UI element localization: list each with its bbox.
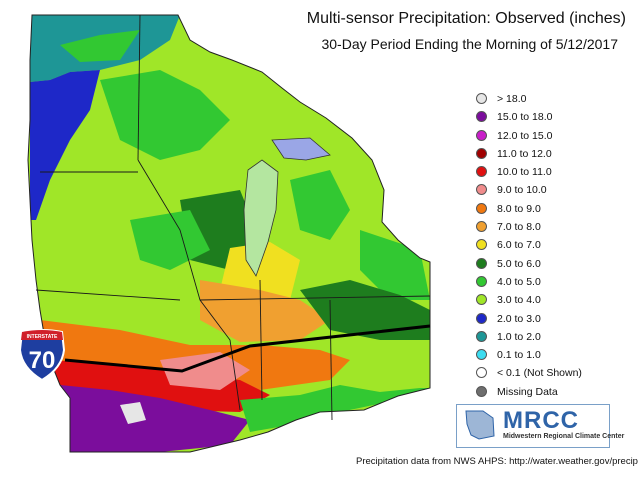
legend-label: 1.0 to 2.0 [497, 330, 541, 343]
legend-item: 4.0 to 5.0 [476, 273, 636, 291]
legend-item: 0.1 to 1.0 [476, 346, 636, 364]
legend-item: < 0.1 (Not Shown) [476, 364, 636, 382]
legend-item: 9.0 to 10.0 [476, 181, 636, 199]
legend-item: 8.0 to 9.0 [476, 200, 636, 218]
legend-label: > 18.0 [497, 93, 527, 105]
data-source-note: Precipitation data from NWS AHPS: http:/… [356, 456, 638, 467]
legend-item: 1.0 to 2.0 [476, 328, 636, 346]
legend-swatch [476, 349, 487, 361]
interstate-70-shield: INTERSTATE 70 [18, 329, 66, 382]
lake-michigan [243, 159, 279, 277]
legend-label: < 0.1 (Not Shown) [497, 367, 582, 380]
region-outline [27, 14, 431, 453]
legend-label: 5.0 to 6.0 [497, 257, 541, 270]
legend-swatch [476, 312, 487, 324]
legend-label: 0.1 to 1.0 [497, 349, 541, 362]
legend-swatch [476, 129, 487, 141]
logo-subtitle: Midwestern Regional Climate Center [503, 433, 625, 440]
legend-item: 11.0 to 12.0 [476, 145, 636, 163]
legend-swatch [476, 221, 487, 233]
legend-item: 15.0 to 18.0 [476, 108, 636, 126]
map-title: Multi-sensor Precipitation: Observed (in… [306, 10, 626, 27]
legend-label: Missing Data [497, 385, 558, 398]
legend-label: 2.0 to 3.0 [497, 312, 541, 325]
mrcc-logo: MRCC Midwestern Regional Climate Center [456, 404, 624, 448]
legend-label: 11.0 to 12.0 [497, 147, 552, 160]
midwest-states-icon [465, 410, 495, 440]
legend-swatch [476, 147, 487, 159]
interstate-70-route [64, 324, 431, 373]
legend-item: Missing Data [476, 383, 636, 401]
legend-swatch [476, 239, 487, 251]
legend-item: 2.0 to 3.0 [476, 310, 636, 328]
legend-label: 3.0 to 4.0 [497, 294, 541, 307]
legend-item: 7.0 to 8.0 [476, 218, 636, 236]
legend: > 18.0 15.0 to 18.0 12.0 to 15.0 11.0 to 12… [476, 90, 636, 401]
logo-wordmark: MRCC [503, 407, 579, 434]
legend-label: 7.0 to 8.0 [497, 221, 541, 234]
legend-swatch [476, 294, 487, 306]
legend-swatch [476, 330, 487, 342]
lake-huron-bay [271, 137, 331, 161]
legend-label: 15.0 to 18.0 [497, 111, 553, 124]
legend-swatch [476, 367, 487, 379]
legend-label: 8.0 to 9.0 [497, 202, 541, 215]
legend-item: > 18.0 [476, 90, 636, 108]
shield-number: 70 [29, 347, 56, 374]
legend-swatch [476, 257, 487, 269]
legend-label: 9.0 to 10.0 [497, 184, 547, 197]
legend-swatch [476, 93, 487, 104]
legend-swatch [476, 385, 487, 397]
legend-swatch [476, 202, 487, 214]
legend-item: 10.0 to 11.0 [476, 163, 636, 181]
legend-swatch [476, 111, 487, 123]
shield-top-label: INTERSTATE [27, 334, 58, 340]
legend-item: 6.0 to 7.0 [476, 236, 636, 254]
legend-label: 10.0 to 11.0 [497, 166, 552, 179]
legend-item: 5.0 to 6.0 [476, 255, 636, 273]
legend-swatch [476, 275, 487, 287]
state-borders [35, 14, 431, 421]
map-subtitle: 30-Day Period Ending the Morning of 5/12… [321, 36, 618, 52]
legend-label: 4.0 to 5.0 [497, 275, 541, 288]
legend-item: 12.0 to 15.0 [476, 127, 636, 145]
legend-label: 6.0 to 7.0 [497, 239, 541, 252]
legend-swatch [476, 184, 487, 196]
legend-label: 12.0 to 15.0 [497, 129, 553, 142]
legend-swatch [476, 166, 487, 178]
legend-item: 3.0 to 4.0 [476, 291, 636, 309]
